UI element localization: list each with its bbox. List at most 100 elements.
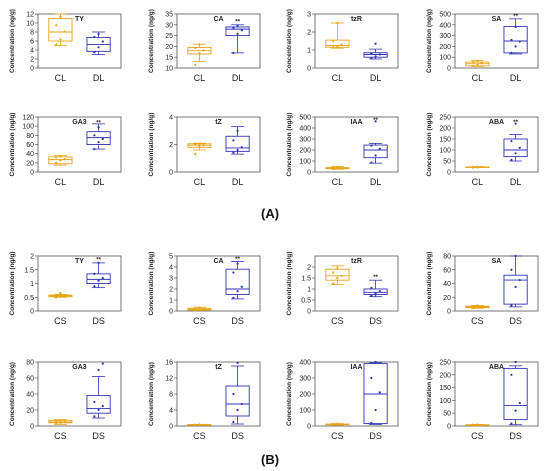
- chart-6-y-tick-label: 2: [169, 142, 173, 149]
- chart-13-y-tick-label: 0: [30, 424, 34, 431]
- chart-13-x-tick-label: DS: [92, 431, 105, 441]
- chart-13-y-tick-label: 80: [26, 360, 34, 367]
- chart-13-y-tick-label: 40: [26, 392, 34, 399]
- chart-3-data-point: [370, 52, 373, 55]
- chart-5-title: GA3: [72, 119, 87, 126]
- chart-1-y-tick-label: 4: [30, 48, 34, 55]
- chart-6-data-point: [232, 139, 235, 142]
- chart-2-data-point: [236, 32, 239, 35]
- chart-11-data-point: [370, 294, 373, 297]
- chart-13-data-point: [59, 421, 62, 424]
- chart-2-data-point: [198, 43, 201, 46]
- chart-9-y-tick-label: 0: [30, 309, 34, 316]
- chart-10-data-point: [198, 308, 201, 311]
- chart-15-y-axis-label: Concentration (ng/g): [286, 362, 293, 426]
- chart-12-data-point: [480, 305, 483, 308]
- chart-16-y-tick-label: 250: [439, 360, 451, 367]
- chart-5-data-point: [55, 156, 58, 159]
- chart-14-title: tZ: [215, 364, 222, 371]
- chart-4-plot-frame: [454, 13, 539, 69]
- chart-4-box: [503, 25, 528, 54]
- chart-7-data-point: [374, 154, 377, 157]
- chart-7-data-point: [370, 144, 373, 147]
- chart-15-data-point: [374, 360, 377, 364]
- chart-11-significance-marker: **: [373, 275, 378, 281]
- chart-16-plot-frame: [454, 361, 539, 427]
- chart-14-y-tick-label: 16: [165, 360, 173, 367]
- chart-2-y-tick-label: 10: [165, 66, 173, 73]
- chart-1-data-point: [59, 15, 62, 18]
- chart-6-data-point: [202, 144, 205, 147]
- chart-14-data-point: [236, 408, 239, 412]
- chart-9-data-point: [59, 295, 62, 298]
- chart-1-y-tick-label: 8: [30, 30, 34, 37]
- chart-10-data-point: [232, 296, 235, 299]
- chart-2-significance-marker: **: [235, 20, 240, 26]
- chart-2-x-tick-label: DL: [232, 73, 244, 83]
- chart-11-y-tick-label: 0.5: [301, 298, 311, 305]
- chart-13-data-point: [55, 420, 58, 423]
- chart-13-y-tick-label: 20: [26, 408, 34, 415]
- chart-10-y-tick-label: 0: [169, 309, 173, 316]
- chart-1-y-tick-label: 6: [30, 39, 34, 46]
- chart-14-x-tick-label: DS: [231, 431, 244, 441]
- chart-12-data-point: [472, 305, 475, 308]
- chart-16-box: [503, 367, 528, 421]
- chart-13-data-point: [97, 368, 100, 372]
- chart-7-plot-frame: [314, 116, 399, 173]
- chart-3-data-point: [332, 39, 335, 43]
- chart-8-title: ABA: [489, 119, 504, 126]
- chart-10-y-tick-label: 1: [169, 298, 173, 305]
- chart-14-y-axis-label: Concentration (ng/g): [148, 362, 155, 426]
- chart-16-y-tick-label: 200: [439, 372, 451, 379]
- chart-4-data-point: [480, 62, 483, 65]
- chart-10-y-tick-label: 3: [169, 276, 173, 283]
- chart-10-y-tick-label: 5: [169, 254, 173, 261]
- chart-6-data-point: [198, 142, 201, 145]
- chart-3-data-point: [378, 53, 381, 56]
- chart-11-data-point: [340, 274, 343, 277]
- chart-7-y-tick-label: 100: [299, 159, 311, 166]
- chart-15-title: IAA: [350, 364, 362, 371]
- chart-13-data-point: [97, 408, 100, 412]
- chart-14-data-point: [232, 392, 235, 396]
- chart-4-data-point: [510, 38, 513, 42]
- chart-13-data-point: [101, 362, 104, 365]
- chart-14-data-point: [198, 423, 201, 426]
- chart-14-y-tick-label: 4: [169, 408, 173, 415]
- chart-13-data-point: [59, 419, 62, 422]
- chart-14-y-tick-label: 12: [165, 376, 173, 383]
- chart-8-data-point: [472, 165, 475, 169]
- chart-5-y-axis-label: Concentration (ng/g): [9, 113, 16, 177]
- chart-9-y-tick-label: 1.5: [24, 267, 34, 274]
- chart-2-y-tick-label: 35: [165, 12, 173, 19]
- chart-5-data-point: [63, 158, 66, 161]
- chart-6-box: [225, 135, 250, 152]
- chart-4-significance-marker: **: [513, 14, 518, 20]
- chart-12-title: SA: [492, 258, 502, 265]
- chart-5-x-tick-label: DL: [93, 177, 105, 187]
- chart-3-data-point: [336, 21, 339, 25]
- chart-14-data-point: [236, 361, 239, 364]
- chart-9-data-point: [93, 272, 96, 275]
- chart-16-data-point: [514, 409, 517, 412]
- panel-a-label: (A): [261, 206, 280, 221]
- chart-1-x-tick-label: DL: [93, 73, 105, 83]
- chart-11-data-point: [332, 282, 335, 285]
- chart-10-title: CA: [213, 258, 223, 265]
- chart-5-y-tick-label: 20: [26, 160, 34, 167]
- chart-4-data-point: [476, 59, 479, 63]
- chart-5-data-point: [55, 161, 58, 164]
- chart-16-data-point: [510, 373, 513, 376]
- chart-16-title: ABA: [489, 364, 504, 371]
- chart-6-data-point: [236, 148, 239, 152]
- chart-7-data-point: [370, 161, 373, 164]
- chart-1-y-tick-label: 0: [30, 66, 34, 73]
- chart-12-data-point: [476, 306, 479, 309]
- panel-b-label: (B): [261, 452, 280, 467]
- chart-16-x-tick-label: CS: [471, 431, 484, 441]
- chart-1-data-point: [55, 24, 58, 27]
- chart-3-data-point: [340, 43, 343, 46]
- chart-14-data-point: [240, 402, 243, 406]
- chart-5-x-tick-label: CL: [55, 177, 67, 187]
